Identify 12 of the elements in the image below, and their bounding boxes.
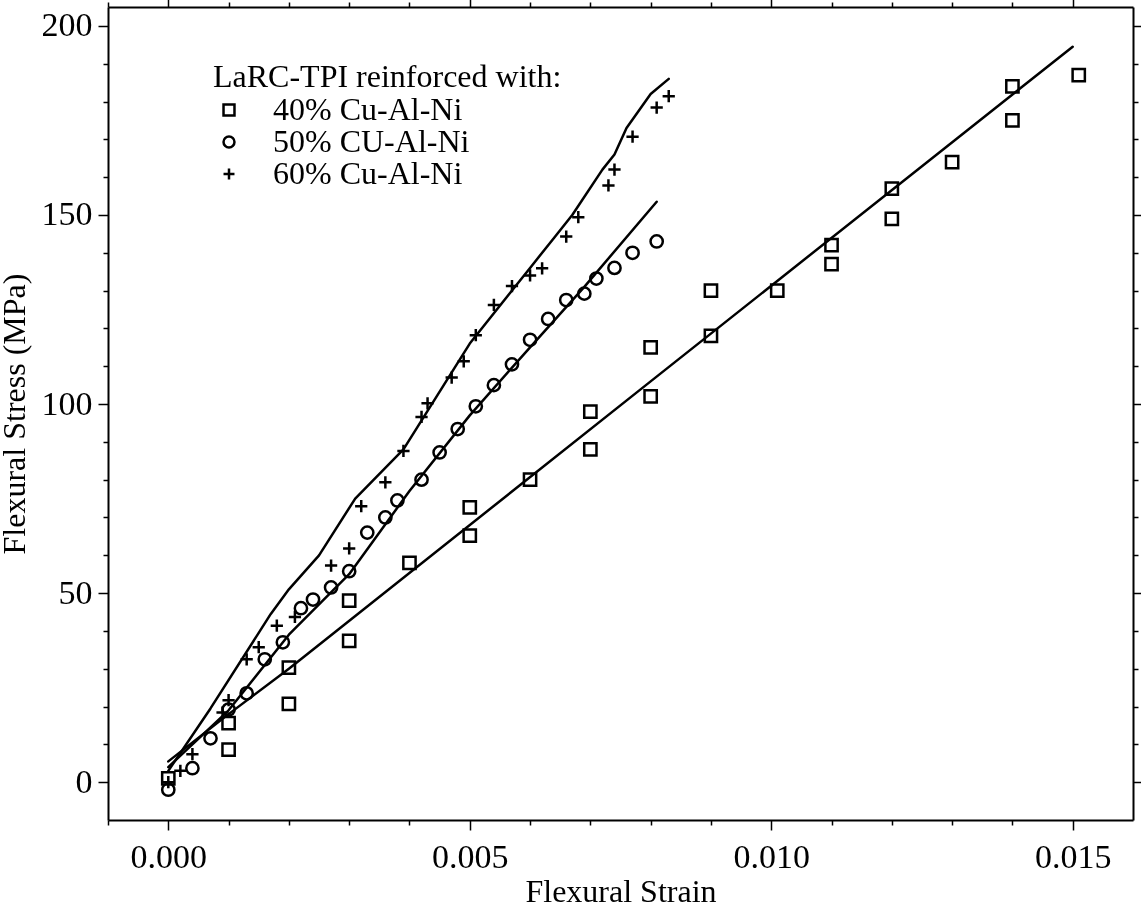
y-tick-label: 0 bbox=[75, 762, 93, 800]
y-tick-label: 100 bbox=[41, 384, 93, 422]
y-axis-title: Flexural Stress (MPa) bbox=[0, 273, 32, 555]
y-tick-label: 50 bbox=[58, 573, 93, 611]
x-tick-label: 0.010 bbox=[733, 837, 810, 875]
x-tick-label: 0.015 bbox=[1034, 837, 1112, 875]
x-axis-title: Flexural Strain bbox=[525, 872, 717, 909]
x-tick-label: 0.005 bbox=[432, 837, 509, 875]
y-tick-label: 200 bbox=[41, 6, 93, 44]
y-tick-label: 150 bbox=[41, 195, 93, 233]
legend-title: LaRC-TPI reinforced with: bbox=[213, 58, 562, 94]
x-tick-label: 0.000 bbox=[130, 837, 208, 875]
